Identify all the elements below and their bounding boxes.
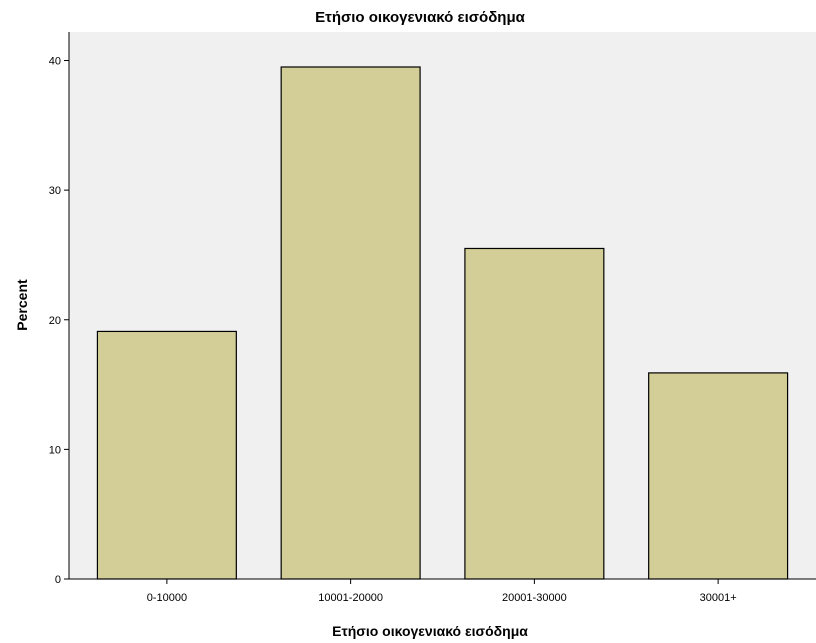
x-tick-label: 10001-20000 <box>318 592 383 604</box>
y-tick-label: 0 <box>55 574 61 586</box>
x-tick-label: 0-10000 <box>147 592 187 604</box>
bar-10001-20000 <box>281 67 420 579</box>
y-tick-label: 20 <box>49 315 61 327</box>
y-axis-ticks: 0 10 20 30 40 <box>49 56 69 586</box>
y-tick-label: 10 <box>49 444 61 456</box>
x-tick-label: 30001+ <box>700 592 737 604</box>
y-tick-label: 40 <box>49 56 61 68</box>
y-tick-label: 30 <box>49 185 61 197</box>
x-axis-title: Ετήσιο οικογενιακό εισόδημα <box>332 623 528 639</box>
bar-20001-30000 <box>465 248 604 579</box>
x-tick-label: 20001-30000 <box>502 592 567 604</box>
bar-0-10000 <box>97 331 236 579</box>
bar-30001+ <box>649 373 788 579</box>
chart-title: Ετήσιο οικογενιακό εισόδημα <box>315 9 526 26</box>
x-axis-ticks: 0-10000 10001-20000 20001-30000 30001+ <box>147 579 737 604</box>
y-axis-title: Percent <box>14 279 30 331</box>
